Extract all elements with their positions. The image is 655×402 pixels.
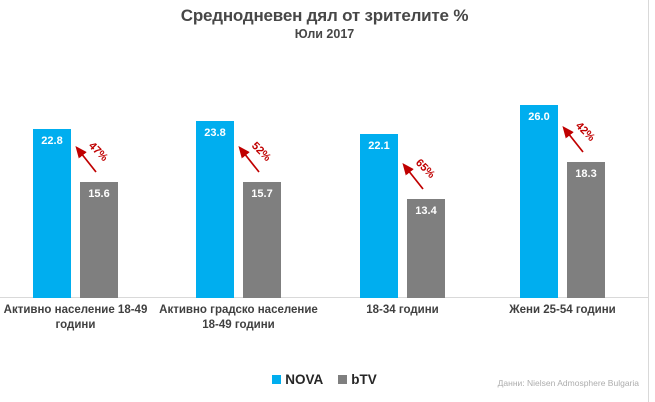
bar-btv: 13.4 [407, 199, 445, 298]
bar-value-label: 22.8 [41, 135, 63, 147]
chart-subtitle: Юли 2017 [294, 27, 355, 41]
bar-value-label: 22.1 [368, 140, 390, 152]
window-edge-line [648, 0, 649, 402]
bar-btv: 18.3 [567, 162, 605, 298]
bar-value-label: 15.7 [251, 188, 273, 200]
growth-percent-label: 42% [573, 120, 597, 144]
bar-value-label: 18.3 [575, 168, 597, 180]
growth-percent-label: 52% [249, 140, 273, 164]
bar-btv: 15.7 [243, 182, 281, 298]
bar-value-label: 13.4 [415, 205, 437, 217]
chart-title: Среднодневен дял от зрителите % [180, 6, 469, 25]
category-label: Активно население 18-49 години [3, 304, 148, 331]
bar-nova: 26.0 [520, 105, 558, 298]
legend-swatch [272, 375, 282, 384]
legend-item-nova: NOVA [272, 372, 323, 387]
category-label: 18-34 години [366, 304, 439, 316]
growth-arrow-line [562, 126, 584, 153]
growth-arrow-annotation: 65% [402, 157, 437, 190]
bar-value-label: 26.0 [528, 111, 550, 123]
legend-swatch [338, 375, 348, 384]
bar-value-label: 23.8 [204, 127, 226, 139]
growth-arrow-annotation: 42% [562, 120, 597, 153]
growth-arrow-annotation: 47% [75, 140, 110, 173]
legend-label: bTV [351, 372, 377, 387]
bar-nova: 22.1 [360, 134, 398, 298]
legend-item-btv: bTV [338, 372, 377, 387]
growth-arrow-line [402, 163, 424, 190]
x-axis-line [0, 297, 649, 298]
source-credit: Данни: Nielsen Admosphere Bulgaria [497, 378, 639, 388]
bar-value-label: 15.6 [88, 188, 110, 200]
growth-arrow-line [75, 146, 97, 173]
category-label: Активно градско население 18-49 години [159, 304, 318, 331]
bar-nova: 23.8 [196, 121, 234, 298]
bar-btv: 15.6 [80, 182, 118, 298]
growth-arrow-line [238, 146, 260, 173]
growth-arrow-annotation: 52% [238, 140, 273, 173]
growth-percent-label: 47% [86, 140, 110, 164]
bar-nova: 22.8 [33, 129, 71, 298]
legend: NOVA bTV [0, 372, 649, 387]
growth-percent-label: 65% [413, 157, 437, 181]
category-label: Жени 25-54 години [509, 304, 616, 316]
legend-label: NOVA [285, 372, 324, 387]
